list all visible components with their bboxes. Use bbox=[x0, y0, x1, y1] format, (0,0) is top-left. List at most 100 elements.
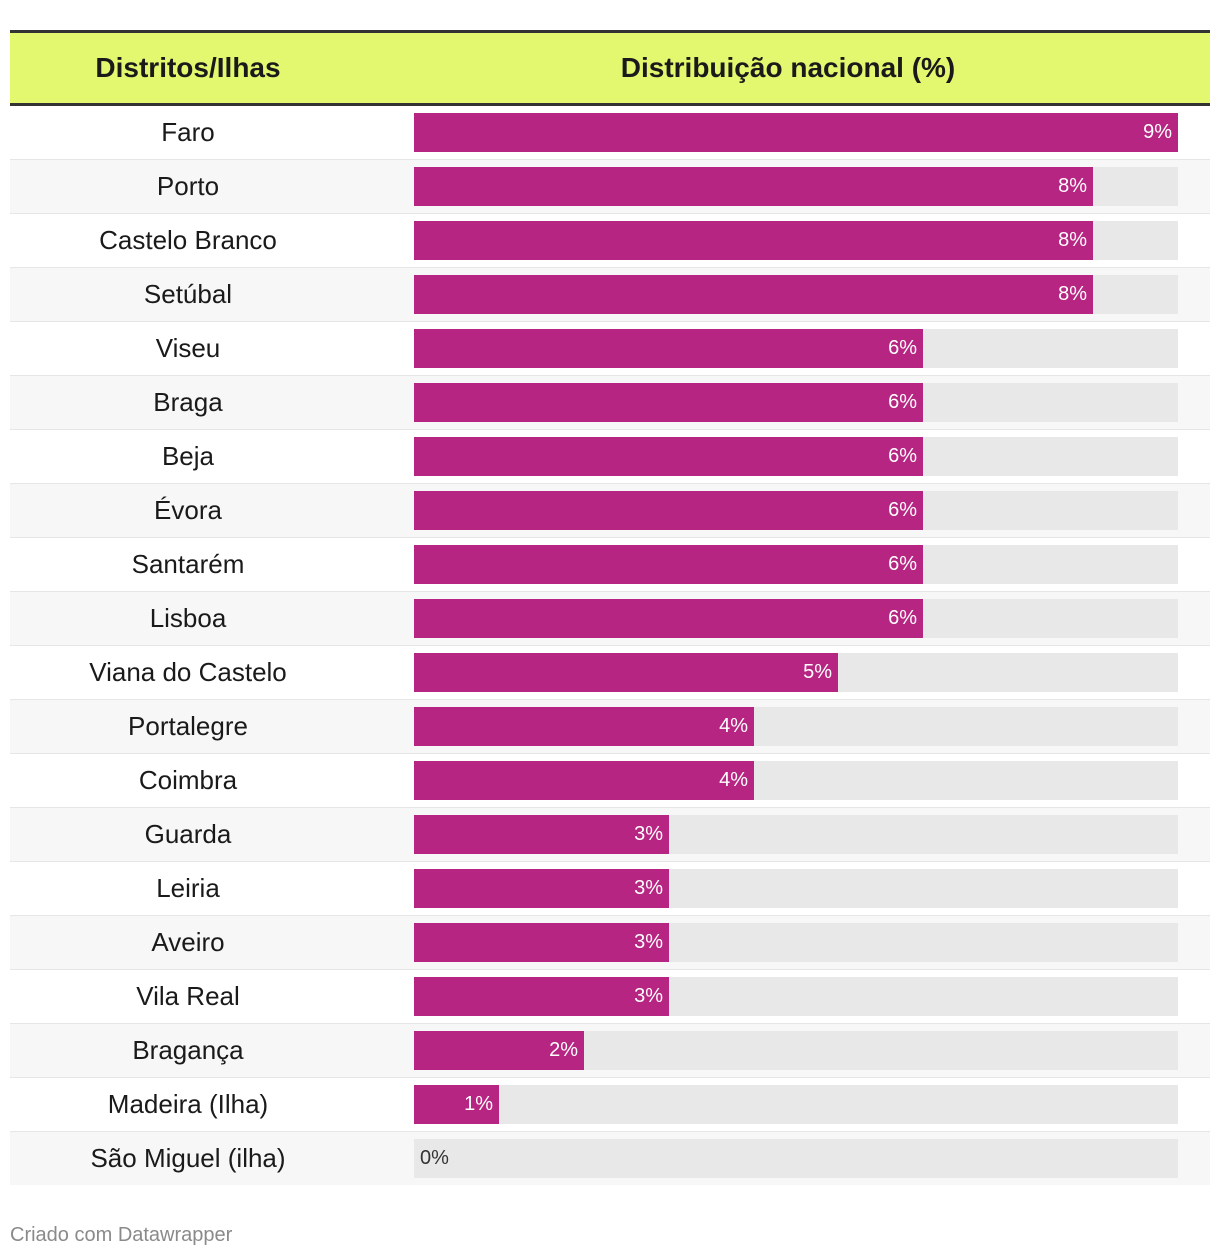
bar-track: 4% bbox=[414, 761, 1178, 800]
bar-table: Distritos/Ilhas Distribuição nacional (%… bbox=[10, 30, 1210, 1185]
data-label: 0% bbox=[420, 1147, 449, 1169]
bar bbox=[414, 167, 1093, 206]
data-label: 1% bbox=[464, 1093, 493, 1115]
data-label: 6% bbox=[888, 553, 917, 575]
row-label: Viana do Castelo bbox=[89, 657, 287, 687]
bar-track: 2% bbox=[414, 1031, 1178, 1070]
bar-track: 5% bbox=[414, 653, 1178, 692]
bar-track: 6% bbox=[414, 329, 1178, 368]
bar-track: 1% bbox=[414, 1085, 1178, 1124]
bar bbox=[414, 707, 754, 746]
row-label: Vila Real bbox=[136, 981, 240, 1011]
bar-cell: 8% bbox=[366, 160, 1210, 213]
row-label: Évora bbox=[154, 495, 222, 525]
row-label: Guarda bbox=[144, 819, 232, 849]
table-row: Santarém 6% bbox=[10, 538, 1210, 592]
bar-track: 6% bbox=[414, 599, 1178, 638]
bar bbox=[414, 1085, 499, 1124]
bar-track: 3% bbox=[414, 923, 1178, 962]
data-label: 8% bbox=[1058, 283, 1087, 305]
table-row: Coimbra 4% bbox=[10, 754, 1210, 808]
bar-track: 6% bbox=[414, 491, 1178, 530]
row-label: Beja bbox=[161, 441, 215, 471]
column-header-distribution: Distribuição nacional (%) bbox=[620, 52, 956, 83]
table-row: Madeira (Ilha) 1% bbox=[10, 1078, 1210, 1132]
bar-cell: 6% bbox=[366, 484, 1210, 537]
bar-track: 4% bbox=[414, 707, 1178, 746]
bar bbox=[414, 923, 669, 962]
bar-cell: 2% bbox=[366, 1024, 1210, 1077]
bar-cell: 8% bbox=[366, 214, 1210, 267]
table-row: Bragança 2% bbox=[10, 1024, 1210, 1078]
bar bbox=[414, 653, 838, 692]
data-label: 3% bbox=[634, 877, 663, 899]
bar-cell: 8% bbox=[366, 268, 1210, 321]
bar bbox=[414, 329, 923, 368]
row-label: Portalegre bbox=[128, 711, 248, 741]
bar bbox=[414, 761, 754, 800]
data-label: 6% bbox=[888, 391, 917, 413]
bar bbox=[414, 815, 669, 854]
row-label: Porto bbox=[156, 171, 220, 201]
table-row: Faro 9% bbox=[10, 106, 1210, 160]
table-row: Lisboa 6% bbox=[10, 592, 1210, 646]
table-row: Beja 6% bbox=[10, 430, 1210, 484]
bar-cell: 4% bbox=[366, 700, 1210, 753]
bar-track: 8% bbox=[414, 221, 1178, 260]
row-label: Setúbal bbox=[143, 279, 233, 309]
data-label: 6% bbox=[888, 337, 917, 359]
data-label: 4% bbox=[719, 769, 748, 791]
bar-cell: 9% bbox=[366, 106, 1210, 159]
table-row: Viseu 6% bbox=[10, 322, 1210, 376]
table-row: Aveiro 3% bbox=[10, 916, 1210, 970]
table-row: Évora 6% bbox=[10, 484, 1210, 538]
data-label: 4% bbox=[719, 715, 748, 737]
bar-track: 3% bbox=[414, 815, 1178, 854]
bar-track: 0% bbox=[414, 1139, 1178, 1178]
data-label: 6% bbox=[888, 607, 917, 629]
bar-track: 6% bbox=[414, 383, 1178, 422]
bar-cell: 3% bbox=[366, 916, 1210, 969]
bar-cell: 3% bbox=[366, 862, 1210, 915]
data-label: 2% bbox=[549, 1039, 578, 1061]
data-label: 3% bbox=[634, 985, 663, 1007]
data-label: 8% bbox=[1058, 229, 1087, 251]
row-label: Lisboa bbox=[149, 603, 227, 633]
bar-track: 8% bbox=[414, 167, 1178, 206]
data-label: 3% bbox=[634, 931, 663, 953]
credit-footer: Criado com Datawrapper bbox=[10, 1224, 233, 1246]
row-label: Coimbra bbox=[138, 765, 238, 795]
row-label: Braga bbox=[153, 387, 223, 417]
table-row: Portalegre 4% bbox=[10, 700, 1210, 754]
bar bbox=[414, 491, 923, 530]
bar-cell: 4% bbox=[366, 754, 1210, 807]
bar-track: 9% bbox=[414, 113, 1178, 152]
row-label: Leiria bbox=[156, 873, 220, 903]
bar-track: 6% bbox=[414, 545, 1178, 584]
data-label: 6% bbox=[888, 445, 917, 467]
table-row: Viana do Castelo 5% bbox=[10, 646, 1210, 700]
row-label: Castelo Branco bbox=[99, 225, 277, 255]
table-row: Setúbal 8% bbox=[10, 268, 1210, 322]
column-header-districts: Distritos/Ilhas bbox=[95, 52, 281, 83]
bar-cell: 6% bbox=[366, 430, 1210, 483]
row-label: São Miguel (ilha) bbox=[90, 1143, 286, 1173]
bar bbox=[414, 599, 923, 638]
table-row: Porto 8% bbox=[10, 160, 1210, 214]
table-row: Leiria 3% bbox=[10, 862, 1210, 916]
table-header: Distritos/Ilhas Distribuição nacional (%… bbox=[10, 30, 1210, 106]
table-row: São Miguel (ilha) 0% bbox=[10, 1132, 1210, 1185]
table-row: Guarda 3% bbox=[10, 808, 1210, 862]
bar bbox=[414, 383, 923, 422]
table-row: Castelo Branco 8% bbox=[10, 214, 1210, 268]
bar-track: 6% bbox=[414, 437, 1178, 476]
data-label: 5% bbox=[803, 661, 832, 683]
row-label: Santarém bbox=[131, 549, 245, 579]
data-label: 6% bbox=[888, 499, 917, 521]
bar-cell: 3% bbox=[366, 970, 1210, 1023]
table-body: Faro 9% Porto 8% Castelo Branco 8% Setúbal 8% Vi… bbox=[10, 106, 1210, 1185]
row-label: Aveiro bbox=[151, 927, 225, 957]
bar bbox=[414, 1031, 584, 1070]
bar-track: 3% bbox=[414, 977, 1178, 1016]
bar bbox=[414, 275, 1093, 314]
